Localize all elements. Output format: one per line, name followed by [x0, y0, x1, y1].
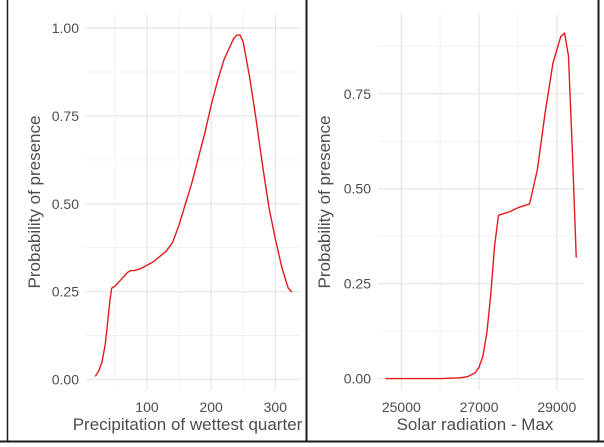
- solar-radiation-y-tick-label: 0.75: [344, 86, 371, 102]
- solar-radiation-y-tick-label: 0.25: [344, 276, 371, 292]
- precipitation-x-axis-title: Precipitation of wettest quarter: [73, 415, 303, 434]
- solar-radiation-x-tick-label: 25000: [382, 399, 421, 415]
- solar-radiation-y-axis-title: Probability of presence: [315, 116, 334, 289]
- precipitation-x-tick-label: 300: [264, 399, 288, 415]
- precipitation-y-tick-label: 0.50: [52, 196, 79, 212]
- precipitation-y-tick-label: 0.25: [52, 284, 79, 300]
- solar-radiation-x-axis-title: Solar radiation - Max: [397, 415, 554, 434]
- precipitation-y-tick-label: 1.00: [52, 20, 79, 36]
- solar-radiation-x-tick-label: 29000: [537, 399, 576, 415]
- solar-radiation-panel: 25000 27000 29000 0.00 0.25 0.50 0.75 Solar rad…: [315, 14, 584, 434]
- precipitation-x-tick-label: 100: [135, 399, 159, 415]
- precipitation-y-axis-title: Probability of presence: [25, 116, 44, 289]
- solar-radiation-y-tick-label: 0.00: [344, 371, 371, 387]
- precipitation-response-line: [94, 34, 293, 377]
- solar-radiation-response-line: [385, 32, 577, 380]
- solar-radiation-x-tick-label: 27000: [460, 399, 499, 415]
- precipitation-x-tick-label: 200: [199, 399, 223, 415]
- solar-radiation-y-tick-label: 0.50: [344, 181, 371, 197]
- precipitation-y-tick-label: 0.75: [52, 108, 79, 124]
- precipitation-y-tick-label: 0.00: [52, 371, 79, 387]
- precipitation-panel: 100 200 300 0.00 0.25 0.50 0.75 1.00 Precipitati…: [25, 14, 303, 434]
